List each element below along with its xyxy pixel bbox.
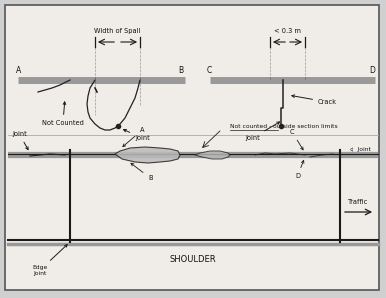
Text: Joint: Joint: [12, 131, 28, 150]
Text: B: B: [131, 163, 152, 181]
Text: SHOULDER: SHOULDER: [170, 255, 216, 265]
Polygon shape: [195, 151, 230, 159]
Text: Joint: Joint: [245, 122, 280, 141]
Text: C: C: [290, 129, 303, 150]
Text: D: D: [295, 160, 304, 179]
Text: Edge
Joint: Edge Joint: [32, 245, 67, 276]
Text: C: C: [207, 66, 212, 75]
Text: D: D: [369, 66, 375, 75]
Text: Not counted - outside section limits: Not counted - outside section limits: [230, 124, 338, 129]
Text: A: A: [16, 66, 21, 75]
Text: B: B: [178, 66, 183, 75]
Text: Joint: Joint: [124, 129, 150, 141]
Polygon shape: [115, 147, 180, 163]
Text: Not Counted: Not Counted: [42, 102, 84, 126]
FancyBboxPatch shape: [5, 5, 379, 290]
Text: Width of Spall: Width of Spall: [94, 28, 141, 34]
Text: A: A: [123, 127, 144, 147]
Text: Crack: Crack: [292, 95, 337, 105]
Text: ¢  Joint: ¢ Joint: [350, 147, 371, 152]
Text: Traffic: Traffic: [348, 199, 368, 205]
Text: < 0.3 m: < 0.3 m: [274, 28, 301, 34]
